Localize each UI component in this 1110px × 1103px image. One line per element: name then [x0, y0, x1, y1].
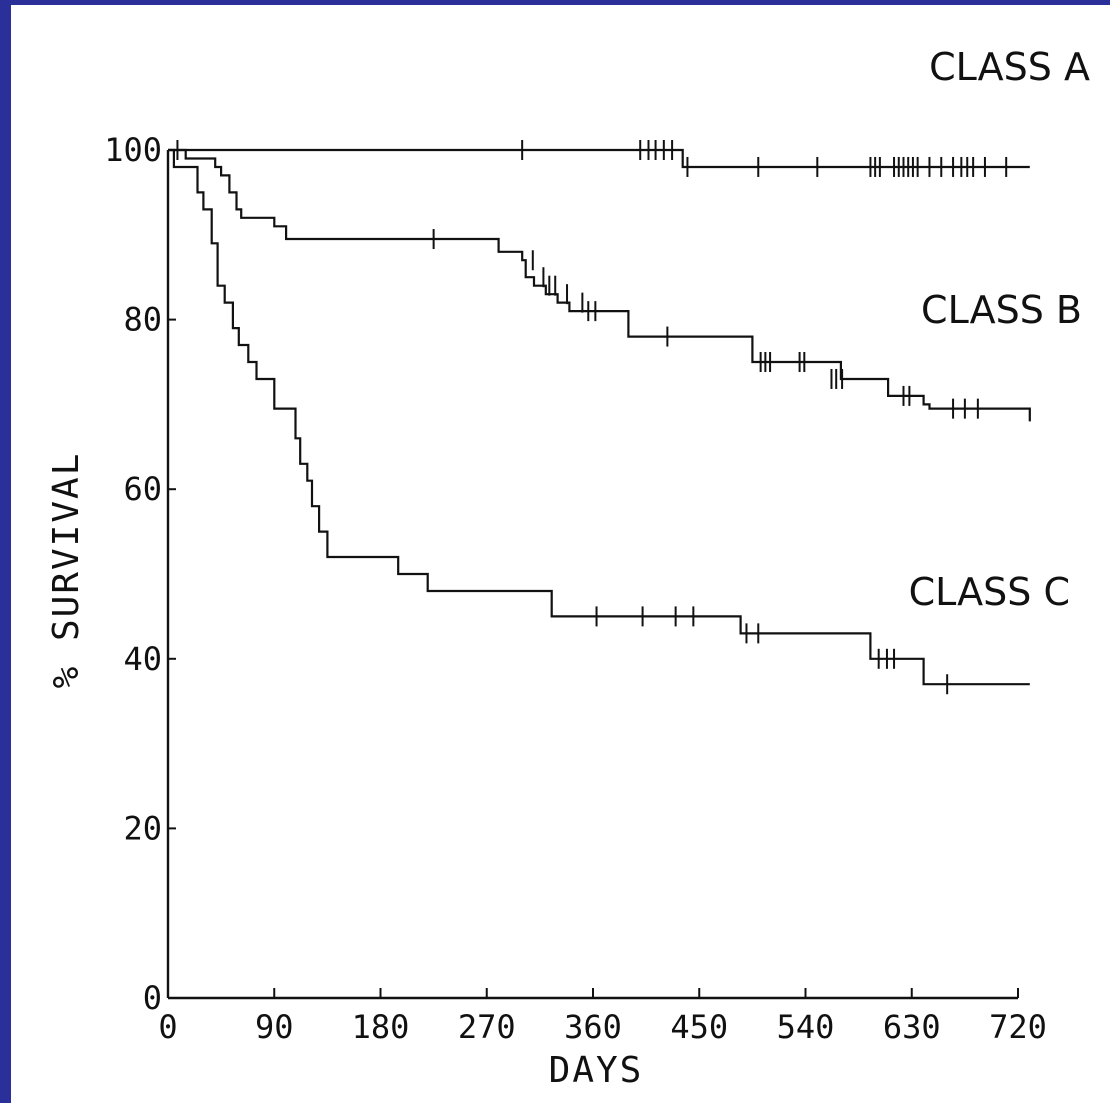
x-tick-label: 450 [670, 1008, 728, 1046]
y-tick-label: 40 [123, 640, 162, 678]
y-axis-title: % SURVIVAL [46, 452, 87, 689]
x-tick-label: 540 [777, 1008, 835, 1046]
y-tick-label: 0 [143, 979, 162, 1017]
survival-curves [168, 148, 1031, 686]
x-tick-label: 630 [883, 1008, 941, 1046]
class-a-label: CLASS A [929, 45, 1090, 89]
x-tick-label: 180 [352, 1008, 410, 1046]
x-tick-label: 720 [989, 1008, 1047, 1046]
x-tick-label: 270 [458, 1008, 516, 1046]
class-b-curve [168, 148, 1031, 422]
class-b-label: CLASS B [921, 288, 1082, 332]
y-ticks: 0 20 40 60 80 100 [104, 131, 176, 1017]
class-a-curve [168, 148, 1030, 169]
x-ticks: 0 90 180 270 360 450 540 630 720 [158, 988, 1047, 1046]
x-tick-label: 90 [255, 1008, 294, 1046]
figure-background [11, 5, 1110, 1103]
axes [166, 150, 1018, 1000]
y-tick-label: 100 [104, 131, 162, 169]
censor-marks [176, 140, 1008, 695]
y-tick-label: 80 [123, 301, 162, 339]
y-tick-label: 20 [123, 809, 162, 847]
x-tick-label: 360 [564, 1008, 622, 1046]
class-c-curve [168, 148, 1030, 686]
y-tick-label: 60 [123, 470, 162, 508]
x-axis-title: DAYS [549, 1050, 644, 1091]
x-tick-label: 0 [158, 1008, 177, 1046]
class-c-label: CLASS C [909, 570, 1070, 614]
